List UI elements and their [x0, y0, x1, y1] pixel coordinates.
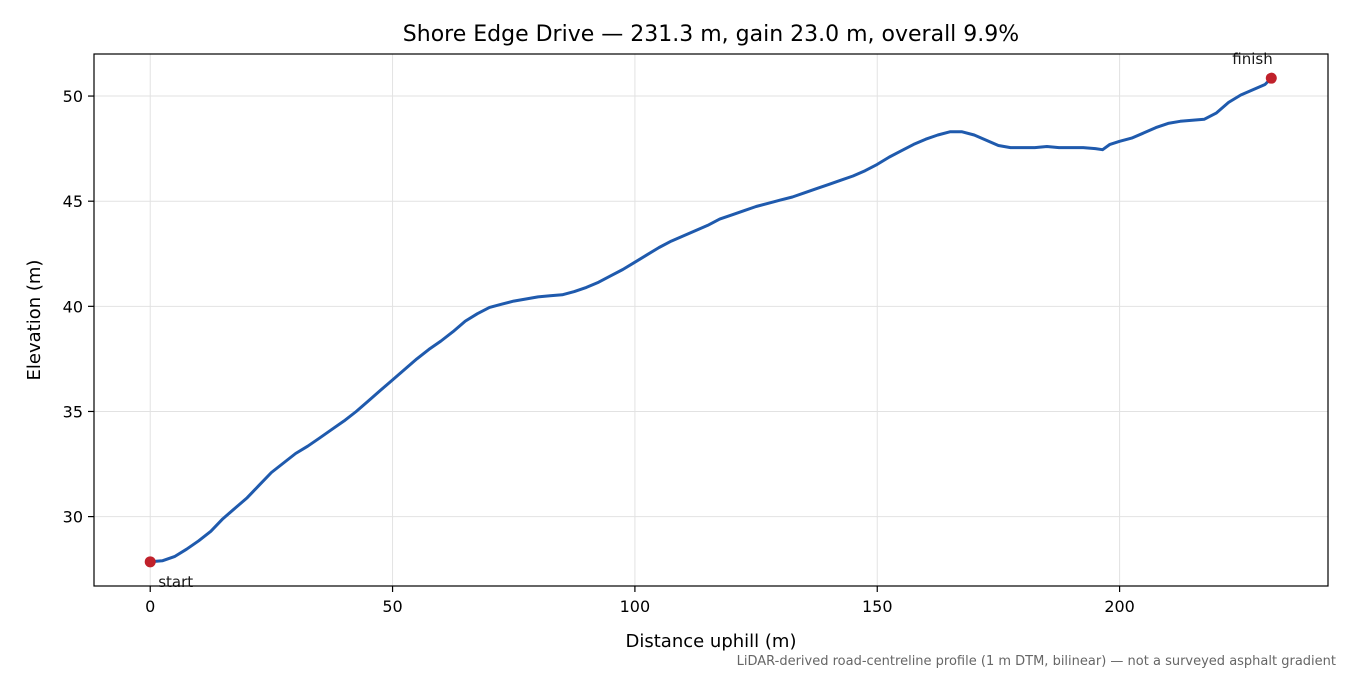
plot-frame: [93, 53, 1329, 587]
axis-ticks: 0 50 100 150 200 30 35 40 45 50: [63, 87, 1135, 616]
y-tick-label: 30: [63, 508, 83, 527]
grid: [94, 54, 1328, 586]
finish-marker: [1265, 72, 1277, 84]
x-tick-label: 200: [1104, 597, 1135, 616]
marker-group: start finish: [144, 50, 1277, 591]
elevation-line: [148, 76, 1273, 564]
y-tick-label: 35: [63, 402, 83, 421]
y-tick-label: 50: [63, 87, 83, 106]
x-axis-label: Distance uphill (m): [626, 631, 797, 652]
y-axis-label: Elevation (m): [24, 260, 45, 381]
footnote: LiDAR-derived road-centreline profile (1…: [737, 654, 1336, 669]
x-tick-label: 50: [382, 597, 402, 616]
chart-title: Shore Edge Drive — 231.3 m, gain 23.0 m,…: [403, 22, 1019, 47]
y-tick-label: 45: [63, 192, 83, 211]
x-tick-label: 0: [145, 597, 155, 616]
finish-label: finish: [1232, 50, 1272, 68]
y-tick-label: 40: [63, 297, 83, 316]
start-marker: [144, 556, 156, 568]
x-tick-label: 100: [620, 597, 651, 616]
series-line-group: [148, 76, 1273, 564]
start-label: start: [158, 573, 193, 591]
x-tick-label: 150: [862, 597, 893, 616]
